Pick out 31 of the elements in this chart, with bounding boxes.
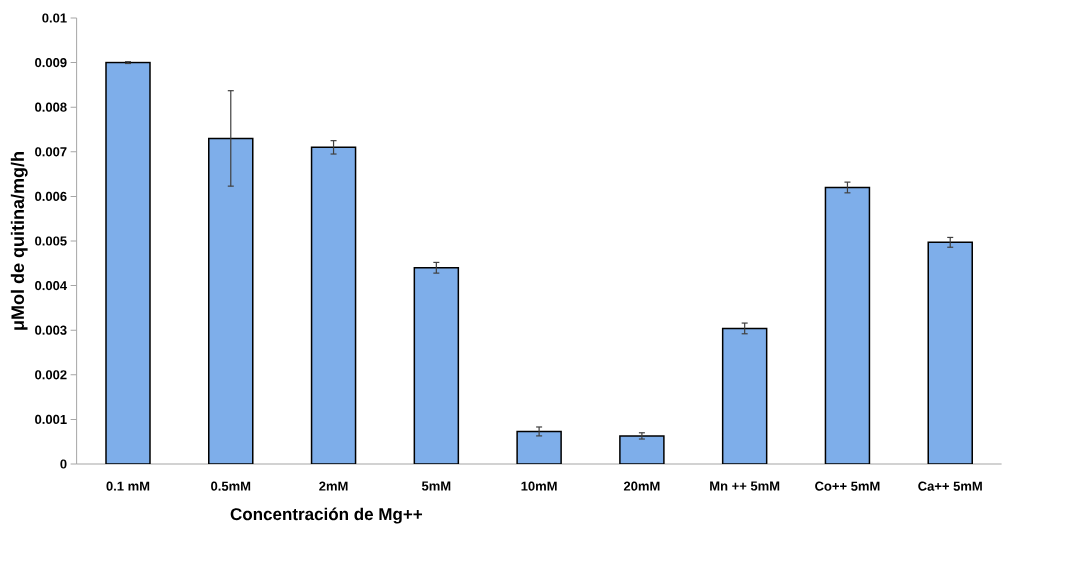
y-axis-title: μMol de quitina/mg/h — [10, 152, 28, 330]
x-tick-label: 0.1 mM — [106, 481, 150, 491]
y-tick-label: 0.005 — [35, 236, 67, 246]
y-tick-label: 0.002 — [35, 370, 67, 380]
x-tick-label: 2mM — [319, 481, 348, 491]
bar — [619, 435, 665, 464]
x-tick-label: Co++ 5mM — [815, 481, 880, 491]
bar — [310, 146, 357, 464]
bar — [721, 327, 768, 464]
bar — [105, 61, 151, 464]
bar — [824, 186, 871, 464]
bar — [516, 430, 562, 464]
x-tick-label: 0.5mM — [211, 481, 251, 491]
x-tick-label: 20mM — [623, 481, 660, 491]
y-tick-label: 0.007 — [35, 147, 67, 157]
y-tick-label: 0.008 — [35, 102, 67, 112]
y-tick-label: 0.003 — [35, 325, 67, 335]
x-tick-label: Ca++ 5mM — [918, 481, 982, 491]
y-tick-label: 0.001 — [35, 414, 67, 424]
bar — [413, 267, 460, 464]
x-tick-label: Mn ++ 5mM — [710, 481, 780, 491]
x-tick-label: 10mM — [521, 481, 557, 491]
bar — [927, 241, 973, 464]
x-tick-label: 5mM — [421, 481, 451, 491]
y-tick-label: 0.009 — [35, 57, 67, 68]
y-tick-label: 0.006 — [35, 191, 67, 201]
x-axis-title: Concentración de Mg++ — [230, 507, 423, 524]
y-tick-label: 0 — [60, 459, 67, 469]
y-tick-label: 0.004 — [35, 280, 68, 291]
y-tick-label: 0.01 — [42, 13, 67, 23]
bar — [208, 137, 254, 464]
